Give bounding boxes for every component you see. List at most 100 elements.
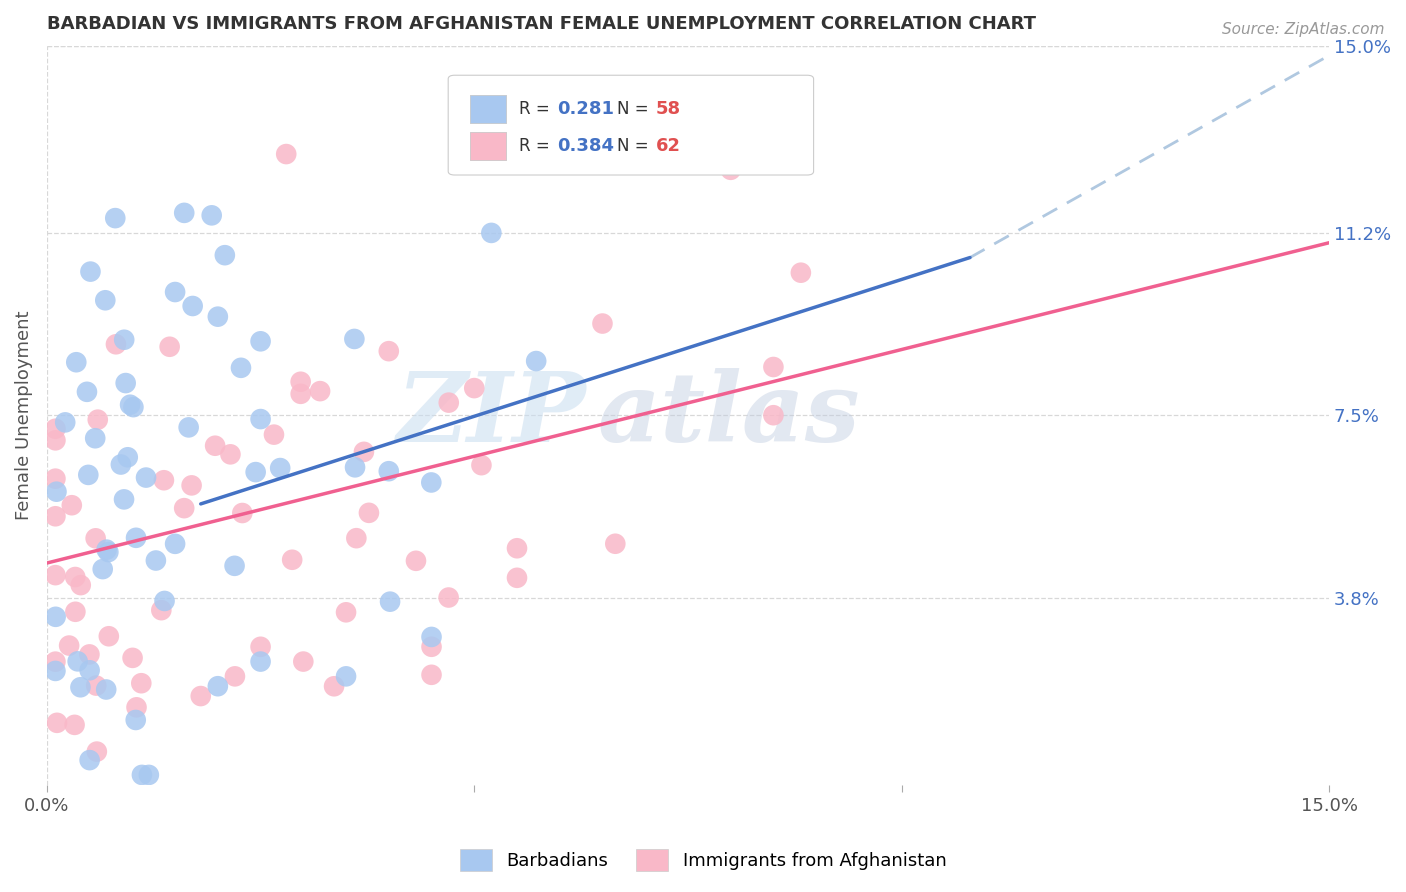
Point bbox=[790, 266, 813, 280]
Point bbox=[249, 655, 271, 669]
Point bbox=[129, 676, 152, 690]
Text: 62: 62 bbox=[655, 137, 681, 155]
Y-axis label: Female Unemployment: Female Unemployment bbox=[15, 310, 32, 520]
Point bbox=[524, 354, 547, 368]
Point bbox=[290, 387, 312, 401]
Point bbox=[104, 211, 127, 226]
Point bbox=[79, 663, 101, 677]
Text: ZIP: ZIP bbox=[395, 368, 585, 462]
Point bbox=[181, 299, 204, 313]
Text: BARBADIAN VS IMMIGRANTS FROM AFGHANISTAN FEMALE UNEMPLOYMENT CORRELATION CHART: BARBADIAN VS IMMIGRANTS FROM AFGHANISTAN… bbox=[46, 15, 1036, 33]
Point bbox=[292, 655, 315, 669]
Point bbox=[44, 568, 66, 582]
Point bbox=[46, 715, 69, 730]
Point bbox=[79, 264, 101, 278]
Point bbox=[65, 605, 87, 619]
Point bbox=[281, 553, 304, 567]
Point bbox=[114, 376, 136, 390]
Point bbox=[263, 427, 285, 442]
Point bbox=[84, 531, 107, 545]
Point bbox=[405, 554, 427, 568]
Point bbox=[131, 768, 153, 782]
Point bbox=[104, 337, 127, 351]
Point bbox=[207, 679, 229, 693]
Text: 0.281: 0.281 bbox=[557, 100, 614, 119]
Point bbox=[249, 334, 271, 349]
Text: Source: ZipAtlas.com: Source: ZipAtlas.com bbox=[1222, 22, 1385, 37]
FancyBboxPatch shape bbox=[470, 95, 506, 123]
Point bbox=[44, 509, 66, 524]
Point bbox=[159, 340, 181, 354]
Point bbox=[91, 562, 114, 576]
Point bbox=[463, 381, 485, 395]
Point bbox=[96, 542, 118, 557]
Point bbox=[378, 595, 401, 609]
Point bbox=[190, 689, 212, 703]
Point bbox=[506, 541, 529, 556]
Point bbox=[69, 680, 91, 694]
Point bbox=[201, 208, 224, 222]
Point bbox=[207, 310, 229, 324]
Point bbox=[84, 679, 107, 693]
Point bbox=[214, 248, 236, 262]
Text: atlas: atlas bbox=[598, 368, 860, 462]
Point bbox=[378, 344, 401, 359]
FancyBboxPatch shape bbox=[449, 75, 814, 175]
Legend: Barbadians, Immigrants from Afghanistan: Barbadians, Immigrants from Afghanistan bbox=[453, 842, 953, 879]
Point bbox=[229, 360, 252, 375]
Point bbox=[138, 768, 160, 782]
Point bbox=[53, 416, 76, 430]
Point bbox=[96, 682, 118, 697]
Point bbox=[145, 553, 167, 567]
Point bbox=[65, 570, 87, 584]
Point bbox=[173, 501, 195, 516]
Point bbox=[112, 333, 135, 347]
Point bbox=[153, 473, 176, 487]
Point bbox=[506, 571, 529, 585]
Point bbox=[44, 472, 66, 486]
Point bbox=[117, 450, 139, 465]
Point bbox=[165, 537, 187, 551]
Point bbox=[224, 558, 246, 573]
Point bbox=[125, 700, 148, 714]
Point bbox=[276, 147, 298, 161]
Point bbox=[120, 398, 142, 412]
Point bbox=[173, 206, 195, 220]
Point bbox=[224, 669, 246, 683]
Point bbox=[479, 226, 502, 240]
Point bbox=[94, 293, 117, 308]
Point bbox=[58, 639, 80, 653]
Point bbox=[69, 578, 91, 592]
Point bbox=[245, 465, 267, 479]
Point bbox=[353, 445, 375, 459]
Point bbox=[65, 355, 87, 369]
Text: 0.384: 0.384 bbox=[557, 137, 614, 155]
Point bbox=[66, 654, 89, 668]
Point bbox=[470, 458, 492, 472]
Point bbox=[97, 629, 120, 643]
Point bbox=[357, 506, 380, 520]
Point bbox=[437, 591, 460, 605]
Point bbox=[112, 492, 135, 507]
Point bbox=[86, 745, 108, 759]
FancyBboxPatch shape bbox=[470, 132, 506, 161]
Point bbox=[45, 609, 67, 624]
Point bbox=[125, 531, 148, 545]
Point bbox=[720, 162, 742, 177]
Point bbox=[150, 603, 173, 617]
Point bbox=[420, 630, 443, 644]
Point bbox=[177, 420, 200, 434]
Point bbox=[219, 447, 242, 461]
Point bbox=[45, 484, 67, 499]
Point bbox=[420, 668, 443, 682]
Point bbox=[204, 439, 226, 453]
Point bbox=[44, 664, 66, 678]
Point bbox=[180, 478, 202, 492]
Point bbox=[110, 458, 132, 472]
Point bbox=[79, 648, 101, 662]
Point bbox=[125, 713, 148, 727]
Point bbox=[378, 464, 401, 478]
Text: 58: 58 bbox=[655, 100, 681, 119]
Point bbox=[87, 412, 110, 426]
Point bbox=[79, 753, 101, 767]
